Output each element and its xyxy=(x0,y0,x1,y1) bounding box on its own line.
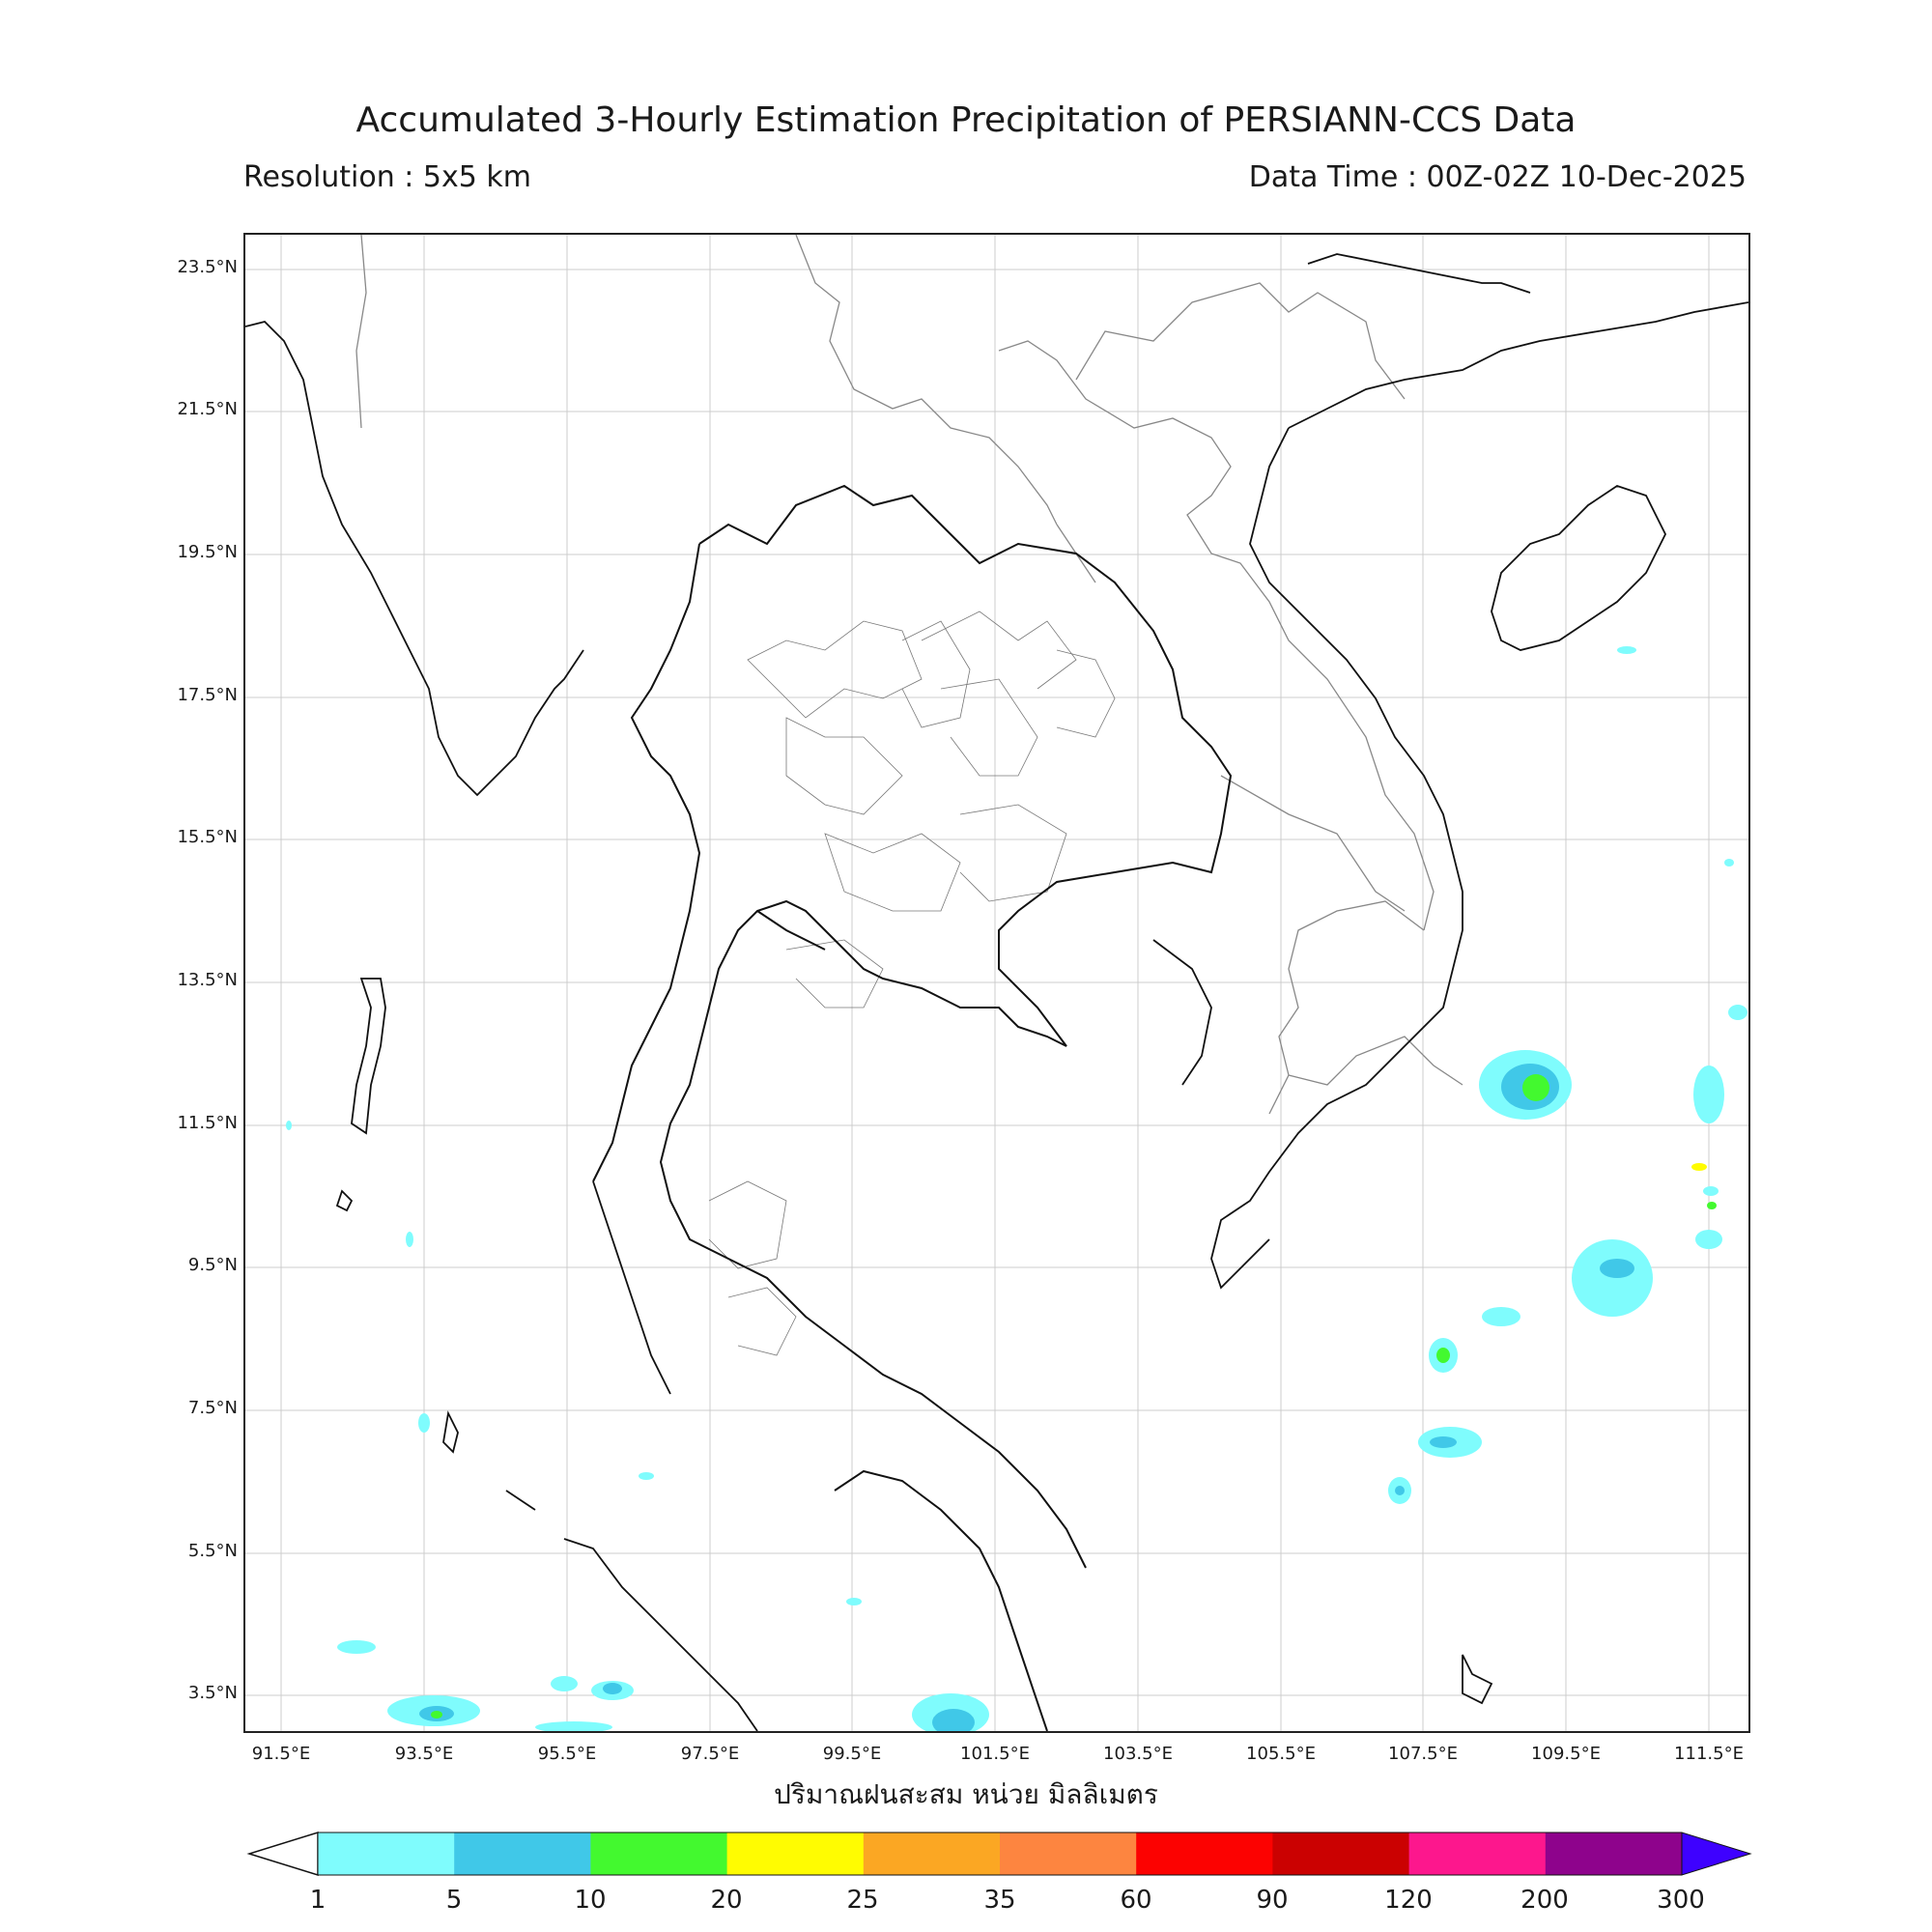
lon-label: 93.5°E xyxy=(394,1744,454,1764)
colorbar-tick: 300 xyxy=(1657,1886,1705,1915)
map-gridlines xyxy=(245,235,1748,1731)
lon-label: 109.5°E xyxy=(1531,1744,1601,1764)
lat-label: 15.5°N xyxy=(177,827,238,847)
colorbar-segment xyxy=(1000,1833,1137,1875)
lon-label: 107.5°E xyxy=(1388,1744,1458,1764)
colorbar xyxy=(246,1831,1752,1877)
colorbar-tick: 5 xyxy=(445,1886,463,1915)
lon-label: 105.5°E xyxy=(1246,1744,1316,1764)
colorbar-tick: 200 xyxy=(1520,1886,1569,1915)
lat-label: 11.5°N xyxy=(177,1113,238,1133)
lat-label: 3.5°N xyxy=(187,1683,238,1703)
colorbar-tick: 120 xyxy=(1384,1886,1433,1915)
colorbar-frame xyxy=(317,1832,1683,1876)
data-time-label: Data Time : 00Z-02Z 10-Dec-2025 xyxy=(1248,160,1747,194)
map-title: Accumulated 3-Hourly Estimation Precipit… xyxy=(355,100,1577,140)
colorbar-segment xyxy=(1408,1833,1547,1875)
lon-label: 111.5°E xyxy=(1674,1744,1744,1764)
colorbar-tick: 25 xyxy=(846,1886,879,1915)
map-canvas xyxy=(245,235,1748,1731)
coastlines xyxy=(245,253,1748,1731)
colorbar-segments xyxy=(318,1833,1683,1875)
lon-label: 99.5°E xyxy=(822,1744,882,1764)
lat-label: 19.5°N xyxy=(177,542,238,562)
colorbar-tick: 10 xyxy=(574,1886,607,1915)
map-panel xyxy=(243,233,1750,1733)
lat-label: 13.5°N xyxy=(177,970,238,990)
lon-label: 97.5°E xyxy=(680,1744,740,1764)
lon-label: 95.5°E xyxy=(537,1744,597,1764)
province-boundaries xyxy=(708,611,1116,1356)
lon-label: 101.5°E xyxy=(960,1744,1030,1764)
lat-label: 5.5°N xyxy=(187,1541,238,1561)
colorbar-tick: 90 xyxy=(1256,1886,1289,1915)
thailand-outline xyxy=(592,484,1233,1731)
colorbar-tick: 60 xyxy=(1120,1886,1152,1915)
colorbar-segment xyxy=(1545,1833,1683,1875)
colorbar-tick: 20 xyxy=(710,1886,743,1915)
lat-label: 21.5°N xyxy=(177,399,238,419)
lat-label: 9.5°N xyxy=(187,1255,238,1275)
resolution-label: Resolution : 5x5 km xyxy=(243,160,531,194)
colorbar-segment xyxy=(863,1833,1001,1875)
colorbar-segment xyxy=(454,1833,591,1875)
lat-label: 17.5°N xyxy=(177,685,238,705)
x-axis-title: ปริมาณฝนสะสม หน่วย มิลลิเมตร xyxy=(774,1778,1158,1810)
colorbar-segment xyxy=(726,1833,865,1875)
colorbar-tick: 1 xyxy=(309,1886,327,1915)
precipitation-overlay xyxy=(286,646,1747,1731)
colorbar-segment xyxy=(1272,1833,1410,1875)
colorbar-segment xyxy=(318,1833,455,1875)
lat-label: 23.5°N xyxy=(177,257,238,277)
colorbar-segment xyxy=(590,1833,728,1875)
lat-label: 7.5°N xyxy=(187,1398,238,1418)
colorbar-tick: 35 xyxy=(983,1886,1016,1915)
colorbar-over-arrow xyxy=(1681,1832,1752,1876)
colorbar-segment xyxy=(1136,1833,1273,1875)
colorbar-under-arrow xyxy=(246,1831,319,1877)
lon-label: 103.5°E xyxy=(1103,1744,1173,1764)
lon-label: 91.5°E xyxy=(251,1744,311,1764)
